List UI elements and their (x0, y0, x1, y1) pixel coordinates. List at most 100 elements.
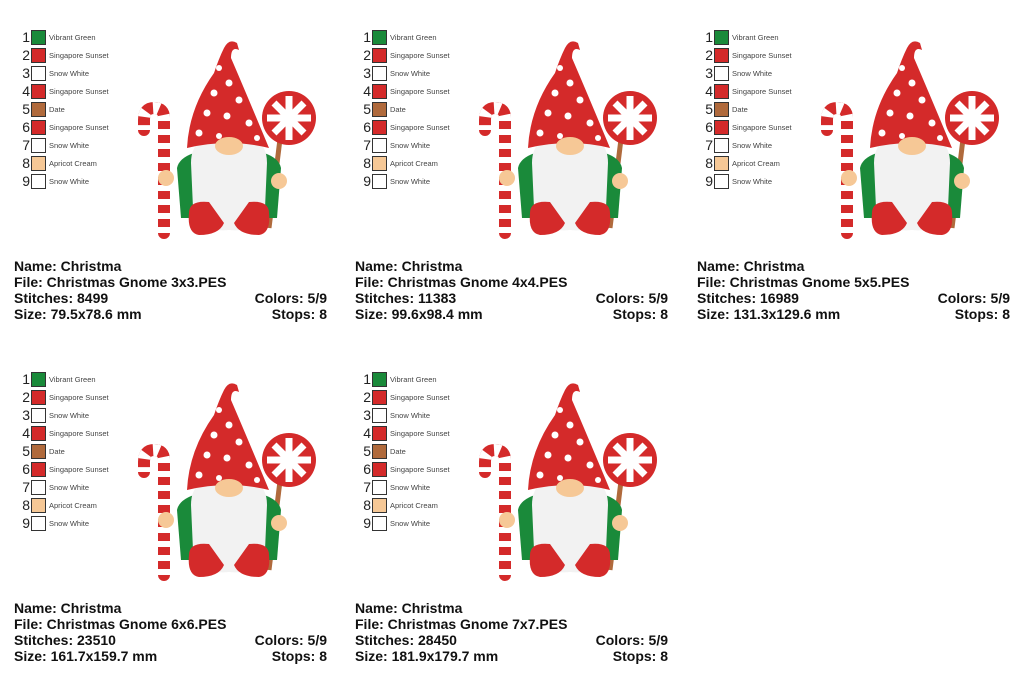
color-list-item: 7 Snow White (20, 136, 109, 154)
color-count: Colors: 5/9 (937, 290, 1010, 306)
design-info: Name: Christma File: Christmas Gnome 5x5… (697, 258, 1010, 322)
color-number: 5 (363, 443, 371, 459)
color-list-item: 4 Singapore Sunset (361, 424, 449, 442)
color-list-item: 7 Snow White (361, 478, 450, 496)
color-number: 3 (363, 65, 371, 81)
color-swatch (372, 83, 387, 99)
color-number: 2 (22, 389, 30, 405)
color-number: 8 (22, 155, 30, 171)
color-name: Singapore Sunset (732, 86, 792, 96)
color-list-item: 7 Snow White (703, 136, 792, 154)
color-list-item: 3 Snow White (703, 64, 792, 82)
color-number: 9 (363, 173, 371, 189)
color-number: 6 (22, 461, 30, 477)
color-name: Snow White (49, 410, 90, 420)
design-info: Name: Christma File: Christmas Gnome 7x7… (355, 600, 668, 664)
color-number: 1 (705, 29, 713, 45)
color-swatch (372, 461, 387, 477)
color-list-item: 5 Date (703, 100, 792, 118)
color-number: 1 (363, 371, 371, 387)
color-count: Colors: 5/9 (254, 290, 327, 306)
color-swatch (372, 119, 387, 135)
color-list-item: 4 Singapore Sunset (20, 82, 108, 100)
color-name: Snow White (49, 176, 90, 186)
color-swatch (372, 173, 387, 189)
color-number: 8 (363, 155, 371, 171)
color-list-item: 8 Apricot Cream (361, 154, 450, 172)
color-swatch (31, 101, 46, 117)
color-name: Snow White (49, 482, 90, 492)
color-list-item: 1 Vibrant Green (703, 28, 792, 46)
color-name: Singapore Sunset (390, 392, 450, 402)
color-list-item: 9 Snow White (703, 172, 792, 190)
color-swatch (372, 497, 387, 513)
color-number: 3 (22, 65, 30, 81)
color-name: Date (49, 104, 65, 114)
color-swatch (31, 515, 46, 531)
color-number: 4 (363, 425, 371, 441)
color-list-item: 1 Vibrant Green (361, 370, 450, 388)
design-card: 1 Vibrant Green 2 Singapore Sunset 3 Snow Whi… (14, 370, 334, 680)
color-list-item: 3 Snow White (361, 406, 450, 424)
design-card: 1 Vibrant Green 2 Singapore Sunset 3 Snow Whi… (355, 370, 675, 680)
color-name: Snow White (390, 410, 431, 420)
color-list-item: 6 Singapore Sunset (20, 118, 109, 136)
color-swatch (714, 155, 729, 171)
color-count: Colors: 5/9 (254, 632, 327, 648)
color-swatch (31, 29, 46, 45)
color-list-item: 4 Singapore Sunset (20, 424, 109, 442)
color-list-item: 5 Date (20, 442, 109, 460)
color-swatch (31, 497, 46, 513)
color-name: Singapore Sunset (49, 392, 109, 402)
color-list-item: 1 Vibrant Green (361, 28, 450, 46)
color-swatch (31, 65, 46, 81)
color-list: 1 Vibrant Green 2 Singapore Sunset 3 Snow Whi… (361, 28, 450, 190)
color-swatch (31, 479, 46, 495)
color-swatch (372, 407, 387, 423)
color-swatch (372, 155, 387, 171)
design-info: Name: Christma File: Christmas Gnome 3x3… (14, 258, 327, 322)
color-name: Apricot Cream (49, 158, 97, 168)
color-number: 9 (363, 515, 371, 531)
color-swatch (372, 425, 387, 441)
color-swatch (31, 461, 46, 477)
color-name: Singapore Sunset (49, 428, 109, 438)
stop-count: Stops: 8 (612, 306, 668, 322)
color-name: Snow White (732, 68, 773, 78)
color-swatch (31, 371, 46, 387)
design-name: Name: Christma (14, 600, 122, 616)
color-number: 2 (363, 47, 371, 63)
color-list: 1 Vibrant Green 2 Singapore Sunset 3 Snow Whi… (361, 370, 450, 532)
color-swatch (31, 425, 46, 441)
stitch-count: Stitches: 11383 (355, 290, 457, 306)
design-card: 1 Vibrant Green 2 Singapore Sunset 3 Snow Whi… (14, 28, 334, 338)
color-number: 7 (22, 137, 30, 153)
color-name: Vibrant Green (49, 32, 96, 42)
color-list-item: 8 Apricot Cream (703, 154, 792, 172)
gnome-embroidery-image (479, 41, 657, 239)
color-swatch (31, 155, 46, 171)
color-name: Singapore Sunset (49, 122, 109, 132)
color-number: 4 (22, 83, 30, 99)
color-list-item: 9 Snow White (20, 172, 109, 190)
color-name: Snow White (390, 140, 431, 150)
color-number: 3 (22, 407, 30, 423)
color-number: 4 (705, 83, 713, 99)
color-swatch (714, 47, 729, 63)
color-list-item: 9 Snow White (20, 514, 109, 532)
color-swatch (31, 389, 46, 405)
color-name: Singapore Sunset (732, 50, 792, 60)
color-number: 2 (22, 47, 30, 63)
design-name: Name: Christma (355, 600, 463, 616)
color-list-item: 2 Singapore Sunset (361, 46, 449, 64)
color-number: 1 (22, 29, 30, 45)
color-name: Singapore Sunset (49, 50, 109, 60)
color-swatch (31, 47, 46, 63)
stop-count: Stops: 8 (271, 306, 327, 322)
color-swatch (714, 137, 729, 153)
design-size: Size: 161.7x159.7 mm (14, 648, 158, 664)
color-list-item: 2 Singapore Sunset (361, 388, 450, 406)
color-list-item: 3 Snow White (20, 406, 109, 424)
color-swatch (714, 83, 729, 99)
color-name: Snow White (49, 140, 90, 150)
